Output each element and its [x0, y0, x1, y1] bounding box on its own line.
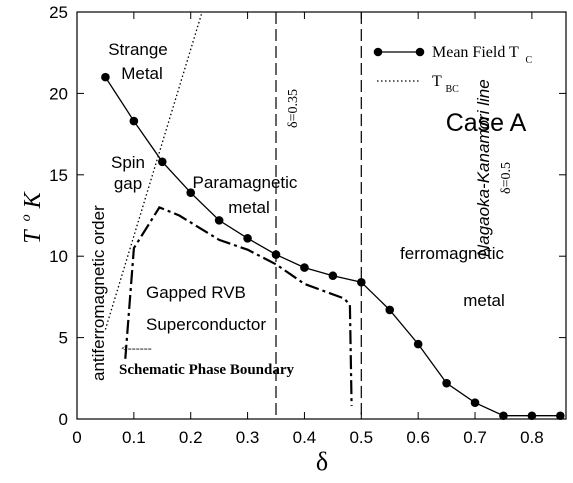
svg-text:T BC: T BC [432, 73, 459, 95]
series-mean-field-point-15 [527, 411, 537, 421]
x-tick-label-1: 0.1 [122, 428, 146, 447]
y-axis-label-sup: o [19, 214, 34, 221]
legend-tbc-sub: BC [445, 84, 459, 95]
region-ferro-2: metal [463, 291, 505, 310]
svg-text:T o K: T o K [10, 190, 46, 243]
series-mean-field-point-2 [157, 157, 167, 167]
region-strange-1: Strange [108, 40, 168, 59]
y-tick-label-5: 25 [49, 3, 68, 22]
legend-tbc-label: T [432, 73, 442, 90]
vertical-lines-layer [275, 12, 362, 419]
series-mean-field-point-11 [413, 339, 423, 349]
series-mean-field-point-8 [328, 271, 338, 281]
x-tick-label-0: 0 [72, 428, 81, 447]
vline-label-0: δ=0.35 [286, 89, 301, 128]
series-mean-field-point-6 [271, 250, 281, 259]
series-tbc-line [104, 11, 203, 330]
svg-text:Mean Field T C: Mean Field T C [432, 44, 533, 66]
series-phase-boundary-line [124, 206, 353, 407]
series-mean-field-point-1 [129, 116, 139, 126]
legend-mean-field-label: Mean Field T [432, 44, 519, 61]
region-strange-2: Metal [121, 64, 163, 83]
schematic-label: Schematic Phase Boundary [119, 362, 295, 378]
x-tick-label-2: 0.2 [179, 428, 203, 447]
series-mean-field-point-12 [442, 378, 451, 388]
plot-frame [76, 11, 567, 420]
series-mean-field-point-4 [214, 216, 224, 225]
series-layer [101, 11, 565, 421]
y-tick-label-2: 10 [49, 247, 68, 266]
x-tick-label-4: 0.4 [293, 428, 317, 447]
annotation-nk-line: Nagaoka-Kanamori line [474, 79, 493, 257]
region-superconductor: Superconductor [146, 315, 266, 334]
series-mean-field-point-3 [186, 188, 196, 198]
x-tick-label-3: 0.3 [236, 428, 260, 447]
legend-dot-left [373, 47, 383, 57]
y-tick-label-3: 15 [49, 166, 68, 185]
series-mean-field-point-13 [470, 398, 480, 408]
y-tick-label-4: 20 [49, 84, 68, 103]
legend-mean-field-sub: C [526, 55, 533, 66]
x-axis-label: δ [316, 447, 328, 476]
y-tick-label-1: 5 [59, 329, 68, 348]
region-ferro-1: ferromagnetic [400, 244, 504, 263]
x-tick-label-6: 0.6 [406, 428, 430, 447]
x-tick-label-8: 0.8 [520, 428, 544, 447]
region-spin-2: gap [114, 174, 142, 193]
series-mean-field-point-7 [300, 263, 309, 272]
annotation-afm: antiferromagnetic order [89, 205, 108, 381]
case-label: Case A [446, 109, 527, 137]
series-mean-field-point-5 [243, 233, 252, 243]
x-tick-label-7: 0.7 [463, 428, 487, 447]
ticks-layer: 0 0.1 0.2 0.3 0.4 0.5 0.6 0.7 0.8 0 5 10 15 20 25 [49, 3, 566, 447]
region-paramagnetic-2: metal [228, 198, 270, 217]
region-paramagnetic-1: Paramagnetic [193, 173, 298, 192]
series-mean-field-point-14 [499, 411, 508, 421]
legend-dot-right [415, 47, 425, 57]
legend: Mean Field T C T BC [373, 44, 533, 95]
region-spin-1: Spin [111, 153, 145, 172]
y-tick-label-0: 0 [59, 410, 68, 429]
series-mean-field-point-9 [357, 277, 366, 287]
arrow-annotation: <------ [121, 341, 152, 355]
vline-label-1: δ=0.5 [499, 162, 514, 194]
region-rvb: Gapped RVB [146, 283, 246, 302]
y-axis-label: T o K [10, 190, 46, 243]
series-mean-field-point-0 [101, 72, 110, 82]
x-tick-label-5: 0.5 [349, 428, 373, 447]
y-axis-label-main: T [20, 229, 46, 244]
series-mean-field-point-16 [556, 411, 565, 421]
series-mean-field-point-10 [385, 305, 395, 315]
y-axis-label-unit: K [20, 190, 46, 209]
